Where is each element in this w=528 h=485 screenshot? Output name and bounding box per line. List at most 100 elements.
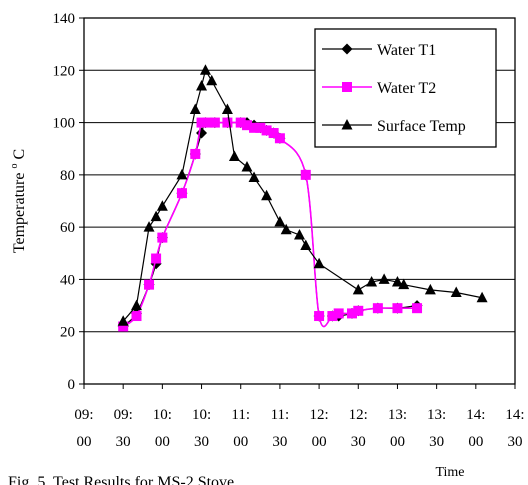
data-point-surface-temp [476, 291, 488, 303]
y-tick-label: 0 [68, 377, 76, 393]
data-point-water-t2 [249, 122, 260, 133]
x-tick-label-hour: 11: [231, 407, 250, 423]
x-tick-label-hour: 09: [114, 407, 133, 423]
data-point-water-t2 [202, 117, 213, 128]
data-point-surface-temp [241, 161, 253, 172]
data-point-water-t2 [314, 311, 325, 322]
data-point-surface-temp [280, 223, 292, 235]
data-point-water-t2 [300, 169, 311, 180]
data-point-surface-temp [228, 150, 240, 162]
data-point-water-t2 [209, 117, 220, 128]
x-tick-label-hour: 13: [388, 407, 407, 423]
data-point-water-t2 [261, 125, 272, 136]
data-point-surface-temp [300, 239, 312, 250]
data-point-water-t1 [196, 127, 208, 139]
data-point-surface-temp [450, 286, 462, 297]
data-point-surface-temp [366, 276, 378, 287]
x-tick-label-minute: 00 [233, 434, 248, 450]
y-axis-label-degree: o [9, 164, 20, 169]
x-tick-label-minute: 30 [116, 434, 131, 450]
data-point-water-t2 [353, 305, 364, 316]
data-point-surface-temp [378, 273, 390, 284]
legend-marker-surface-temp [341, 119, 353, 130]
data-point-surface-temp [274, 215, 286, 227]
data-point-surface-temp [313, 257, 325, 269]
x-axis-label: Time [435, 465, 464, 480]
data-point-surface-temp [221, 103, 233, 114]
x-tick-label-minute: 30 [194, 434, 209, 450]
data-point-water-t2 [333, 308, 344, 319]
x-tick-label-hour: 11: [271, 407, 290, 423]
data-point-surface-temp [117, 315, 129, 326]
figure-caption: Fig. 5. Test Results for MS-2 Stove [8, 474, 234, 485]
x-tick-label-minute: 30 [351, 434, 366, 450]
series-line-water-t1 [122, 121, 418, 327]
x-tick-label-hour: 14: [505, 407, 524, 423]
data-point-surface-temp [143, 221, 155, 232]
x-tick-label-minute: 30 [429, 434, 444, 450]
y-tick-label: 40 [60, 272, 75, 288]
y-tick-label: 120 [53, 63, 76, 79]
series-surface-temp [117, 64, 488, 326]
data-point-surface-temp [189, 103, 201, 114]
data-point-water-t2 [176, 188, 187, 199]
plot-area [83, 17, 516, 385]
data-point-water-t2 [131, 311, 142, 322]
legend-label-water-t2: Water T2 [377, 80, 436, 97]
x-tick-label-minute: 00 [390, 434, 405, 450]
data-point-water-t2 [372, 303, 383, 314]
x-tick-label-hour: 09: [74, 407, 93, 423]
legend-marker-water-t2 [342, 82, 352, 92]
grid-lines [84, 69, 515, 333]
y-tick-label: 20 [60, 325, 75, 341]
data-point-surface-temp [199, 64, 211, 75]
y-tick-label: 140 [53, 11, 76, 27]
data-point-water-t2 [241, 120, 252, 131]
legend: Water T1 Water T2 Surface Temp [322, 42, 466, 135]
y-tick-label: 80 [60, 168, 75, 184]
y-axis-label-unit: C [11, 149, 28, 160]
series-water-t2 [118, 117, 423, 332]
data-point-surface-temp [391, 276, 403, 287]
data-point-water-t2 [347, 308, 358, 319]
data-point-surface-temp [294, 228, 305, 240]
data-point-water-t2 [151, 253, 162, 264]
legend-label-surface-temp: Surface Temp [377, 118, 466, 135]
y-axis-label: Temperature o C [4, 149, 28, 253]
data-point-water-t2 [144, 279, 155, 290]
x-tick-label-hour: 12: [349, 407, 368, 423]
data-point-surface-temp [156, 200, 168, 211]
data-point-surface-temp [352, 283, 364, 295]
x-tick-label-hour: 14: [466, 407, 485, 423]
y-tick-label: 100 [53, 116, 76, 132]
data-point-surface-temp [196, 79, 208, 91]
data-point-water-t2 [157, 232, 168, 243]
data-point-surface-temp [206, 74, 218, 86]
x-tick-label-hour: 13: [427, 407, 446, 423]
x-tick-label-minute: 00 [312, 434, 327, 450]
data-point-surface-temp [150, 210, 162, 222]
data-point-water-t2 [118, 321, 129, 332]
series-group [117, 64, 488, 332]
legend-label-water-t1: Water T1 [377, 42, 436, 59]
data-point-water-t2 [196, 117, 207, 128]
legend-marker-water-t1 [341, 43, 353, 55]
data-point-surface-temp [261, 189, 273, 201]
data-point-water-t2 [268, 128, 279, 139]
y-axis-label-text: Temperature [11, 173, 28, 254]
data-point-surface-temp [131, 299, 143, 311]
x-tick-label-minute: 30 [508, 434, 523, 450]
data-point-surface-temp [248, 171, 260, 182]
x-axis-ticks: 09: 00 09: 30 10: 00 10: 30 11: 00 11: 30 12: 00 12: 30… [74, 384, 525, 450]
data-point-water-t2 [255, 122, 266, 133]
data-point-surface-temp [424, 283, 436, 295]
x-tick-label-minute: 00 [155, 434, 170, 450]
series-line-water-t2 [122, 119, 418, 328]
data-point-water-t2 [327, 311, 338, 322]
data-point-water-t2 [235, 117, 246, 128]
data-point-water-t2 [190, 148, 201, 159]
x-tick-label-minute: 00 [468, 434, 483, 450]
data-point-water-t2 [392, 303, 403, 314]
series-line-surface-temp [122, 68, 483, 322]
